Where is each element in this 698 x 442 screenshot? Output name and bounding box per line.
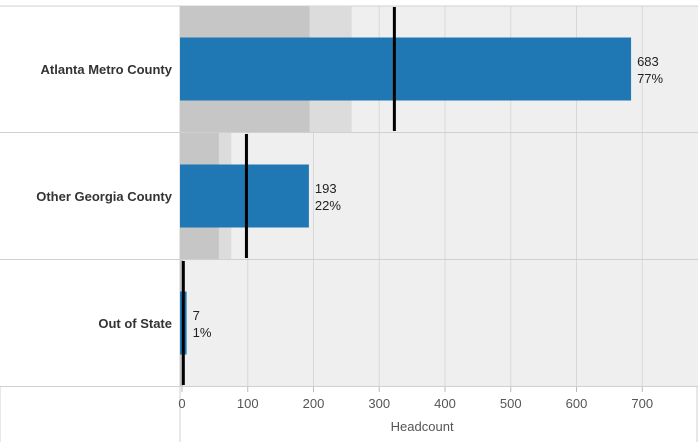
x-tick-label: 200 [303, 396, 325, 411]
category-label: Other Georgia County [36, 189, 173, 204]
bar [180, 37, 632, 101]
category-label: Out of State [98, 316, 172, 331]
x-tick-label: 700 [631, 396, 653, 411]
data-label-percent: 1% [193, 325, 212, 340]
x-axis-title: Headcount [391, 419, 454, 434]
data-label-value: 193 [315, 181, 337, 196]
x-tick-label: 100 [237, 396, 259, 411]
x-tick-label: 0 [178, 396, 185, 411]
x-tick-label: 300 [368, 396, 390, 411]
x-tick-label: 600 [566, 396, 588, 411]
data-label-percent: 77% [637, 71, 663, 86]
data-label-percent: 22% [315, 198, 341, 213]
category-label: Atlanta Metro County [41, 62, 173, 77]
row-background [180, 260, 698, 386]
data-label-value: 7 [193, 308, 200, 323]
bar [180, 164, 309, 228]
data-label-value: 683 [637, 54, 659, 69]
x-tick-label: 500 [500, 396, 522, 411]
x-tick-label: 400 [434, 396, 456, 411]
